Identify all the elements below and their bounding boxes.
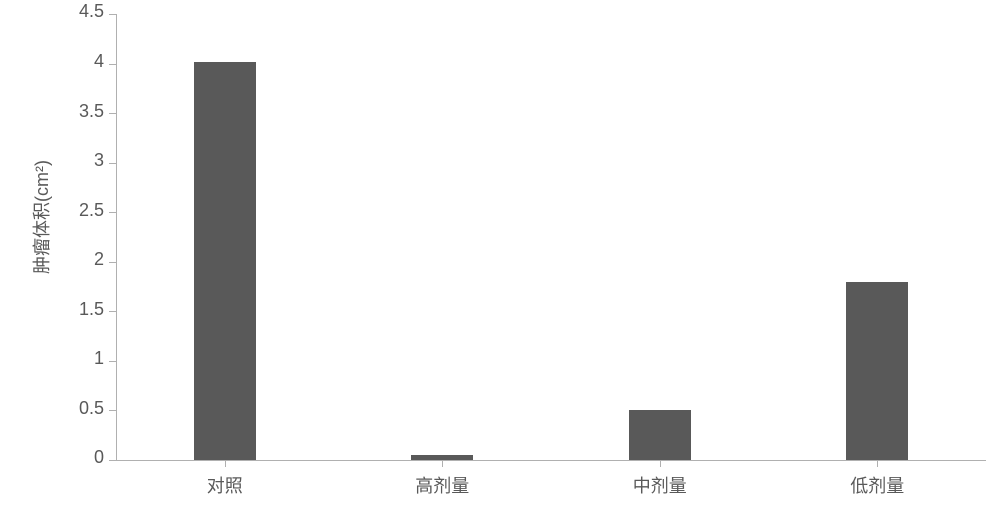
y-tick-label: 0.5	[0, 398, 104, 419]
y-tick-label: 4.5	[0, 1, 104, 22]
category-label: 中剂量	[580, 472, 740, 498]
y-tick-label: 1	[0, 348, 104, 369]
category-label: 高剂量	[362, 472, 522, 498]
category-label: 低剂量	[797, 472, 957, 498]
y-tick	[109, 64, 116, 65]
y-tick	[109, 262, 116, 263]
y-tick	[109, 163, 116, 164]
y-tick-label: 0	[0, 447, 104, 468]
y-axis-title: 肿瘤体积(cm²)	[28, 117, 54, 317]
category-label: 对照	[145, 472, 305, 498]
x-tick	[660, 460, 661, 467]
x-axis-line	[116, 460, 986, 461]
y-axis-line	[116, 14, 117, 460]
y-tick	[109, 361, 116, 362]
y-tick	[109, 212, 116, 213]
bar	[846, 282, 908, 460]
y-tick	[109, 460, 116, 461]
y-tick	[109, 113, 116, 114]
y-tick	[109, 14, 116, 15]
y-tick	[109, 311, 116, 312]
bar	[194, 62, 256, 460]
bar	[629, 410, 691, 460]
x-tick	[442, 460, 443, 467]
y-tick	[109, 410, 116, 411]
x-tick	[225, 460, 226, 467]
y-tick-label: 4	[0, 51, 104, 72]
x-tick	[877, 460, 878, 467]
